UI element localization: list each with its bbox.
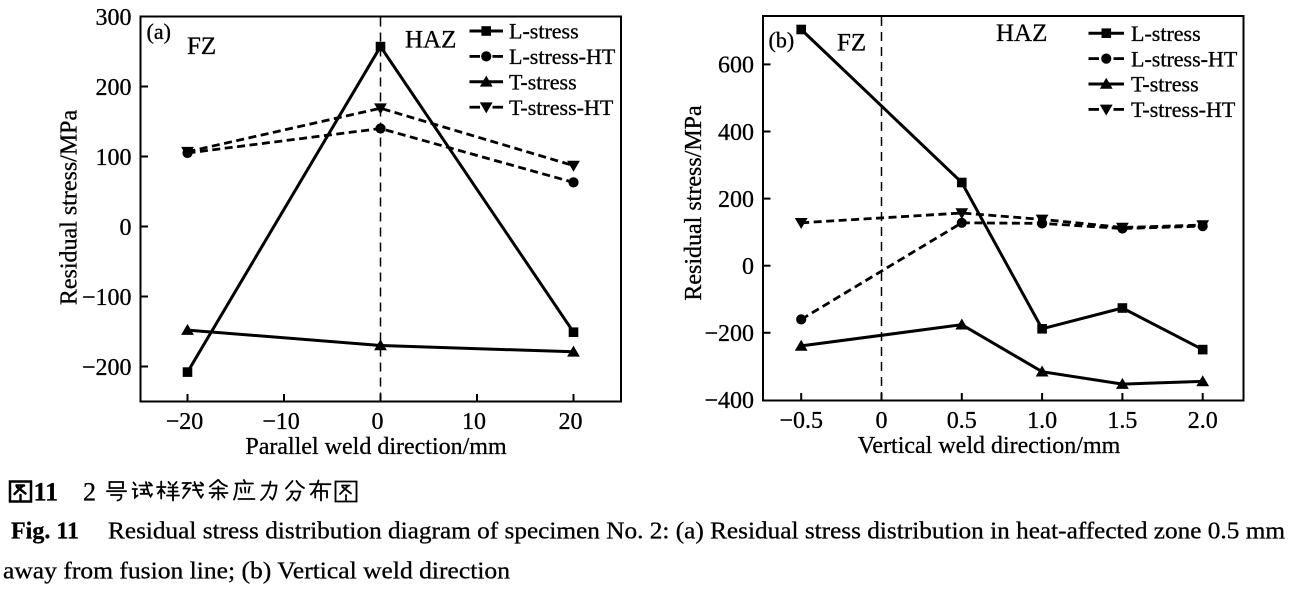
svg-text:HAZ: HAZ	[996, 20, 1047, 47]
svg-text:−20: −20	[166, 409, 204, 435]
svg-text:away from fusion line; (b) Ver: away from fusion line; (b) Vertical weld…	[3, 559, 510, 585]
svg-text:Residual stress/MPa: Residual stress/MPa	[57, 109, 83, 305]
svg-text:(b): (b)	[769, 28, 795, 53]
svg-text:−100: −100	[82, 285, 132, 311]
svg-text:T-stress: T-stress	[509, 70, 577, 95]
svg-text:Fig. 11: Fig. 11	[11, 519, 79, 545]
svg-text:−0.5: −0.5	[779, 408, 823, 434]
svg-text:L-stress-HT: L-stress-HT	[1131, 46, 1238, 71]
svg-text:L-stress: L-stress	[1131, 21, 1201, 46]
svg-text:200: 200	[96, 75, 132, 101]
svg-text:0: 0	[372, 409, 384, 435]
svg-text:200: 200	[718, 187, 754, 213]
svg-text:1.0: 1.0	[1027, 408, 1057, 434]
svg-text:FZ: FZ	[187, 33, 216, 60]
svg-text:100: 100	[96, 145, 132, 171]
svg-text:T-stress: T-stress	[1131, 72, 1199, 97]
svg-text:Parallel weld direction/mm: Parallel weld direction/mm	[245, 434, 507, 460]
svg-text:20: 20	[559, 409, 583, 435]
svg-text:0: 0	[120, 215, 132, 241]
svg-text:Vertical weld direction/mm: Vertical weld direction/mm	[858, 433, 1121, 459]
svg-text:T-stress-HT: T-stress-HT	[509, 95, 614, 120]
svg-text:1.5: 1.5	[1107, 408, 1137, 434]
svg-text:HAZ: HAZ	[405, 27, 456, 54]
svg-text:(a): (a)	[147, 19, 171, 44]
svg-text:0.5: 0.5	[947, 408, 977, 434]
svg-text:600: 600	[718, 53, 754, 79]
svg-text:−200: −200	[82, 355, 132, 381]
svg-text:300: 300	[96, 5, 132, 31]
svg-text:Residual stress/MPa: Residual stress/MPa	[681, 105, 707, 301]
svg-text:0: 0	[876, 408, 888, 434]
svg-text:0: 0	[742, 254, 754, 280]
svg-text:−10: −10	[262, 409, 300, 435]
svg-text:T-stress-HT: T-stress-HT	[1131, 97, 1236, 122]
svg-text:2.0: 2.0	[1188, 408, 1218, 434]
svg-text:L-stress: L-stress	[509, 19, 579, 44]
svg-text:400: 400	[718, 120, 754, 146]
svg-text:11: 11	[34, 478, 59, 507]
svg-text:2: 2	[83, 478, 96, 507]
svg-text:L-stress-HT: L-stress-HT	[509, 44, 616, 69]
svg-text:Residual stress distribution d: Residual stress distribution diagram of …	[108, 519, 1285, 545]
svg-text:FZ: FZ	[837, 30, 866, 57]
svg-text:−200: −200	[704, 321, 754, 347]
svg-text:10: 10	[462, 409, 486, 435]
svg-text:−400: −400	[704, 388, 754, 414]
